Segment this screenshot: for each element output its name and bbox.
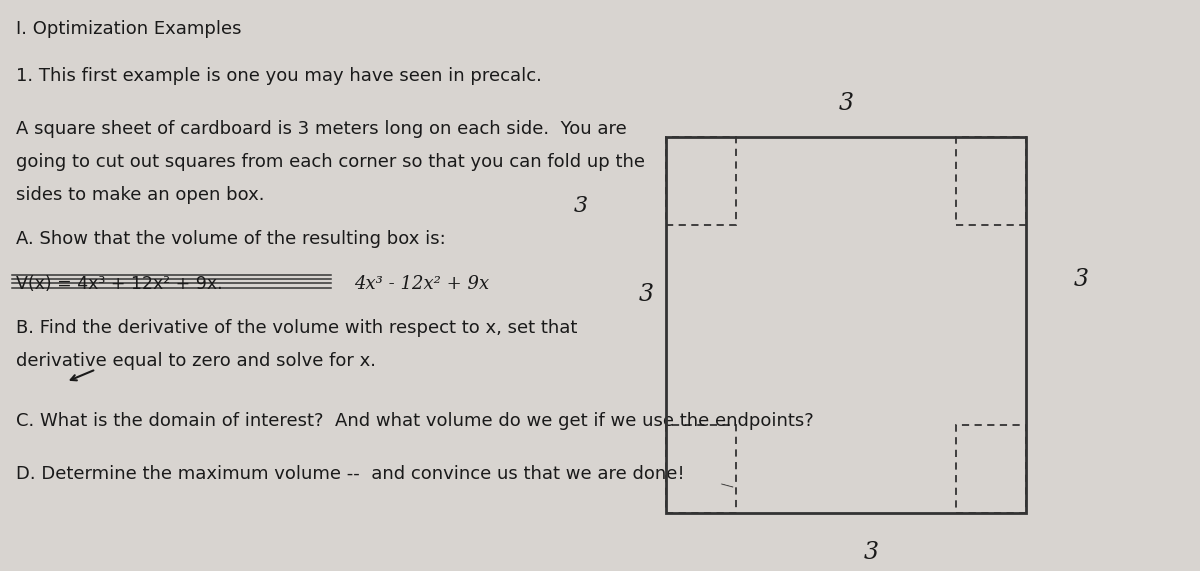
Text: 3: 3 <box>864 541 878 565</box>
Text: 3: 3 <box>640 283 654 306</box>
Text: A square sheet of cardboard is 3 meters long on each side.  You are: A square sheet of cardboard is 3 meters … <box>16 120 626 138</box>
Text: 1. This first example is one you may have seen in precalc.: 1. This first example is one you may hav… <box>16 67 541 85</box>
Bar <box>666 137 736 225</box>
Bar <box>956 425 1026 513</box>
Bar <box>666 425 736 513</box>
Text: I. Optimization Examples: I. Optimization Examples <box>16 20 241 38</box>
Text: sides to make an open box.: sides to make an open box. <box>16 186 264 204</box>
Text: going to cut out squares from each corner so that you can fold up the: going to cut out squares from each corne… <box>16 153 644 171</box>
Text: A. Show that the volume of the resulting box is:: A. Show that the volume of the resulting… <box>16 230 445 248</box>
Text: 3: 3 <box>1074 268 1090 291</box>
Text: 3: 3 <box>574 195 588 217</box>
Text: 3: 3 <box>839 92 853 115</box>
Text: B. Find the derivative of the volume with respect to x, set that: B. Find the derivative of the volume wit… <box>16 319 577 337</box>
Text: 4x³ - 12x² + 9x: 4x³ - 12x² + 9x <box>354 275 490 293</box>
Text: C. What is the domain of interest?  And what volume do we get if we use the endp: C. What is the domain of interest? And w… <box>16 412 814 429</box>
Text: V(x) = 4x³ + 12x² + 9x.: V(x) = 4x³ + 12x² + 9x. <box>16 275 222 293</box>
Text: derivative equal to zero and solve for x.: derivative equal to zero and solve for x… <box>16 352 376 370</box>
Text: D. Determine the maximum volume --  and convince us that we are done!: D. Determine the maximum volume -- and c… <box>16 465 684 482</box>
Text: —: — <box>718 478 734 494</box>
Bar <box>666 137 1026 513</box>
Bar <box>956 137 1026 225</box>
